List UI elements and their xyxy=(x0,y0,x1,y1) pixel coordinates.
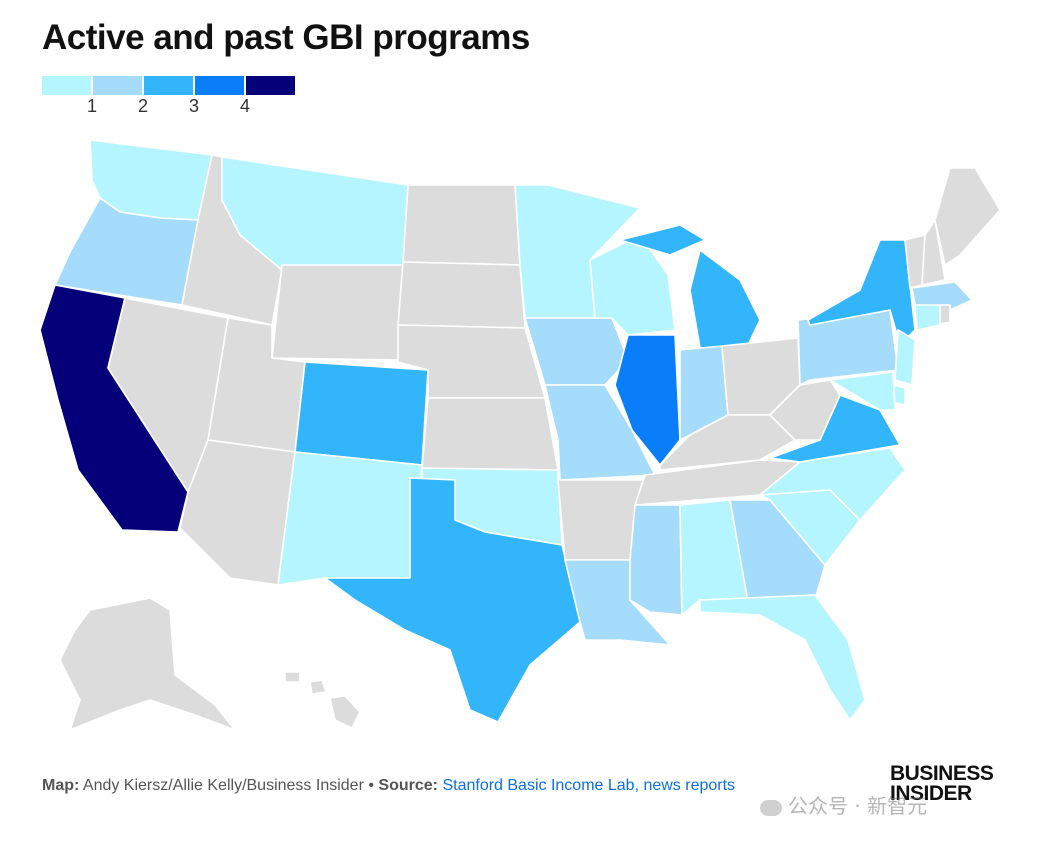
state-CO[interactable] xyxy=(294,361,429,466)
logo-line-1: BUSINESS xyxy=(890,762,994,785)
legend-tick-2: 2 xyxy=(138,96,149,116)
legend-swatch-4 xyxy=(195,76,244,95)
source-label: Source: xyxy=(378,777,438,794)
state-RI[interactable] xyxy=(939,304,951,325)
legend: 1 2 3 4 xyxy=(42,76,302,121)
source-link[interactable]: Stanford Basic Income Lab, news reports xyxy=(442,777,736,794)
state-HI[interactable] xyxy=(284,671,361,729)
logo-line-2: INSIDER xyxy=(890,782,972,805)
state-FL[interactable] xyxy=(699,594,866,721)
footer-credit: Map: Andy Kiersz/Allie Kelly/Business In… xyxy=(42,777,735,795)
credit-separator: • xyxy=(368,777,374,794)
watermark-text: 公众号 · 新智元 xyxy=(788,794,928,818)
state-ND[interactable] xyxy=(402,184,521,266)
state-MD[interactable] xyxy=(829,371,896,411)
map-title: Active and past GBI programs xyxy=(42,18,530,57)
state-SD[interactable] xyxy=(397,261,526,329)
legend-tick-1: 1 xyxy=(87,96,98,116)
state-IA[interactable] xyxy=(524,317,629,386)
state-CT[interactable] xyxy=(914,304,941,331)
business-insider-logo: BUSINESS INSIDER xyxy=(890,762,994,805)
watermark: 公众号 · 新智元 xyxy=(760,790,927,819)
state-MS[interactable] xyxy=(629,504,683,616)
state-WY[interactable] xyxy=(271,264,404,361)
us-state-map xyxy=(39,139,1001,731)
state-NM[interactable] xyxy=(277,451,423,586)
state-ME[interactable] xyxy=(934,167,1001,266)
legend-tick-4: 4 xyxy=(240,96,251,116)
map-label: Map: xyxy=(42,777,80,794)
legend-tick-3: 3 xyxy=(189,96,200,116)
wechat-icon xyxy=(760,799,782,816)
state-MA[interactable] xyxy=(911,281,973,311)
state-NY[interactable] xyxy=(807,239,916,346)
legend-swatch-5 xyxy=(246,76,295,95)
state-TX[interactable] xyxy=(324,477,581,723)
map-credit: Andy Kiersz/Allie Kelly/Business Insider xyxy=(82,777,364,794)
state-KS[interactable] xyxy=(421,397,559,471)
legend-swatch-3 xyxy=(144,76,193,95)
legend-swatch-1 xyxy=(42,76,91,95)
legend-swatch-2 xyxy=(93,76,142,95)
state-AK[interactable] xyxy=(59,597,236,731)
state-NJ[interactable] xyxy=(894,329,916,386)
state-GA[interactable] xyxy=(729,499,826,603)
state-NH[interactable] xyxy=(921,219,946,286)
